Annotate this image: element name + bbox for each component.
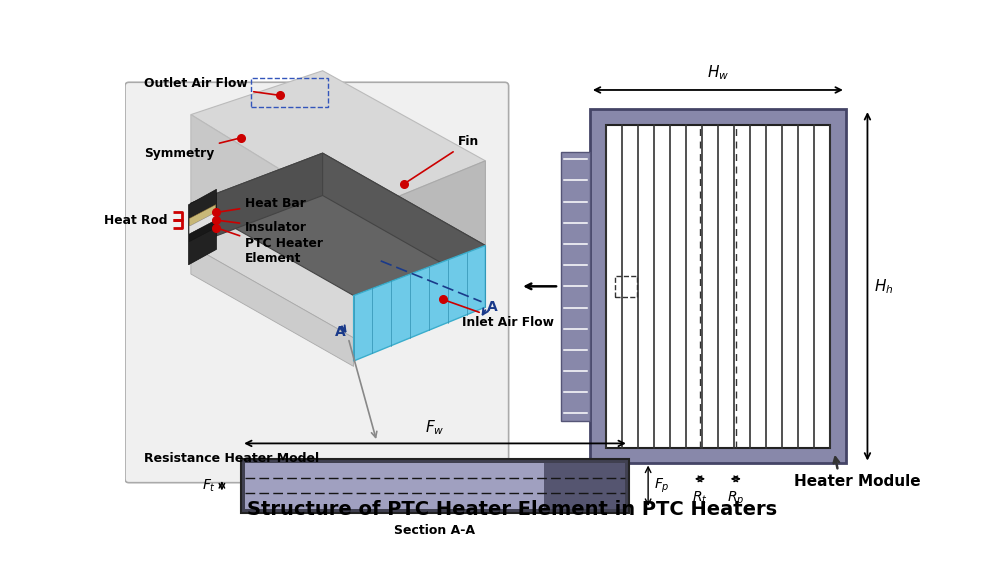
Text: $R_t$: $R_t$ [692, 490, 708, 506]
Text: Heat Bar: Heat Bar [219, 196, 306, 212]
FancyBboxPatch shape [590, 109, 846, 463]
Text: Resistance Heater Model: Resistance Heater Model [144, 452, 320, 465]
Text: $H_h$: $H_h$ [874, 277, 893, 296]
FancyBboxPatch shape [606, 125, 830, 448]
Polygon shape [191, 153, 485, 296]
FancyBboxPatch shape [245, 463, 544, 509]
Text: Inlet Air Flow: Inlet Air Flow [445, 300, 554, 329]
Polygon shape [189, 220, 216, 242]
Text: Insulator: Insulator [219, 220, 307, 234]
Polygon shape [189, 212, 216, 234]
Polygon shape [323, 153, 485, 288]
Text: A: A [487, 300, 498, 314]
Text: Structure of PTC Heater Element in PTC Heaters: Structure of PTC Heater Element in PTC H… [247, 500, 778, 519]
Text: Outlet Air Flow: Outlet Air Flow [144, 78, 277, 95]
Polygon shape [191, 153, 323, 245]
Polygon shape [354, 245, 485, 361]
Polygon shape [191, 115, 354, 296]
Text: Heater Module: Heater Module [794, 474, 921, 489]
Text: $F_t$: $F_t$ [202, 477, 216, 494]
Polygon shape [191, 71, 485, 215]
Text: Symmetry: Symmetry [144, 138, 239, 160]
Text: $R_p$: $R_p$ [727, 490, 744, 508]
FancyBboxPatch shape [544, 463, 625, 509]
Polygon shape [189, 189, 216, 265]
Text: Heat Rod: Heat Rod [104, 213, 168, 227]
FancyBboxPatch shape [561, 152, 590, 421]
Text: Fin: Fin [406, 135, 480, 182]
Text: $F_w$: $F_w$ [425, 419, 445, 437]
Text: A: A [335, 325, 346, 339]
Text: $F_p$: $F_p$ [654, 477, 670, 495]
Text: $H_w$: $H_w$ [707, 64, 729, 82]
Text: Section A-A: Section A-A [394, 524, 476, 538]
Polygon shape [354, 161, 485, 296]
FancyBboxPatch shape [241, 459, 629, 512]
Polygon shape [191, 245, 354, 366]
Polygon shape [189, 205, 216, 226]
Text: PTC Heater
Element: PTC Heater Element [219, 229, 323, 265]
Polygon shape [191, 195, 485, 338]
FancyBboxPatch shape [125, 82, 509, 483]
